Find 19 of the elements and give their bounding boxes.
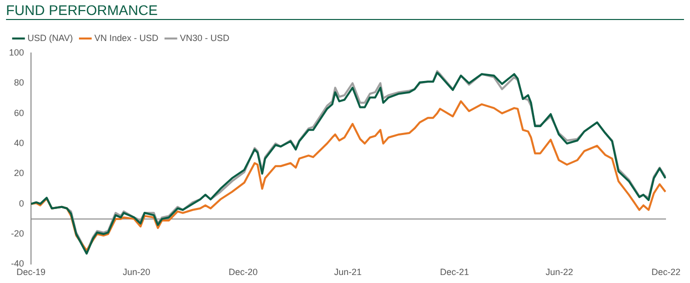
y-tick-label: 40 (14, 138, 24, 148)
y-tick-label: -40 (11, 258, 24, 269)
legend-label: USD (NAV) (28, 32, 73, 43)
x-tick-label: Jun-20 (122, 267, 150, 278)
x-tick-label: Jun-21 (334, 267, 362, 278)
legend-label: VN30 - USD (180, 32, 230, 43)
chart-title: FUND PERFORMANCE (6, 2, 684, 20)
y-tick-label: 60 (14, 108, 24, 118)
y-tick-label: 80 (14, 78, 24, 88)
y-tick-label: 0 (19, 198, 24, 208)
y-tick-label: 20 (14, 168, 24, 178)
x-tick-label: Dec-20 (228, 267, 258, 278)
x-tick-label: Dec-22 (651, 267, 681, 278)
x-tick-label: Dec-21 (440, 267, 470, 278)
x-tick-label: Dec-19 (16, 267, 46, 278)
x-tick-label: Jun-22 (546, 267, 574, 278)
y-tick-label: 100 (8, 47, 24, 58)
legend-label: VN Index - USD (94, 32, 159, 43)
y-tick-label: -20 (11, 228, 24, 239)
